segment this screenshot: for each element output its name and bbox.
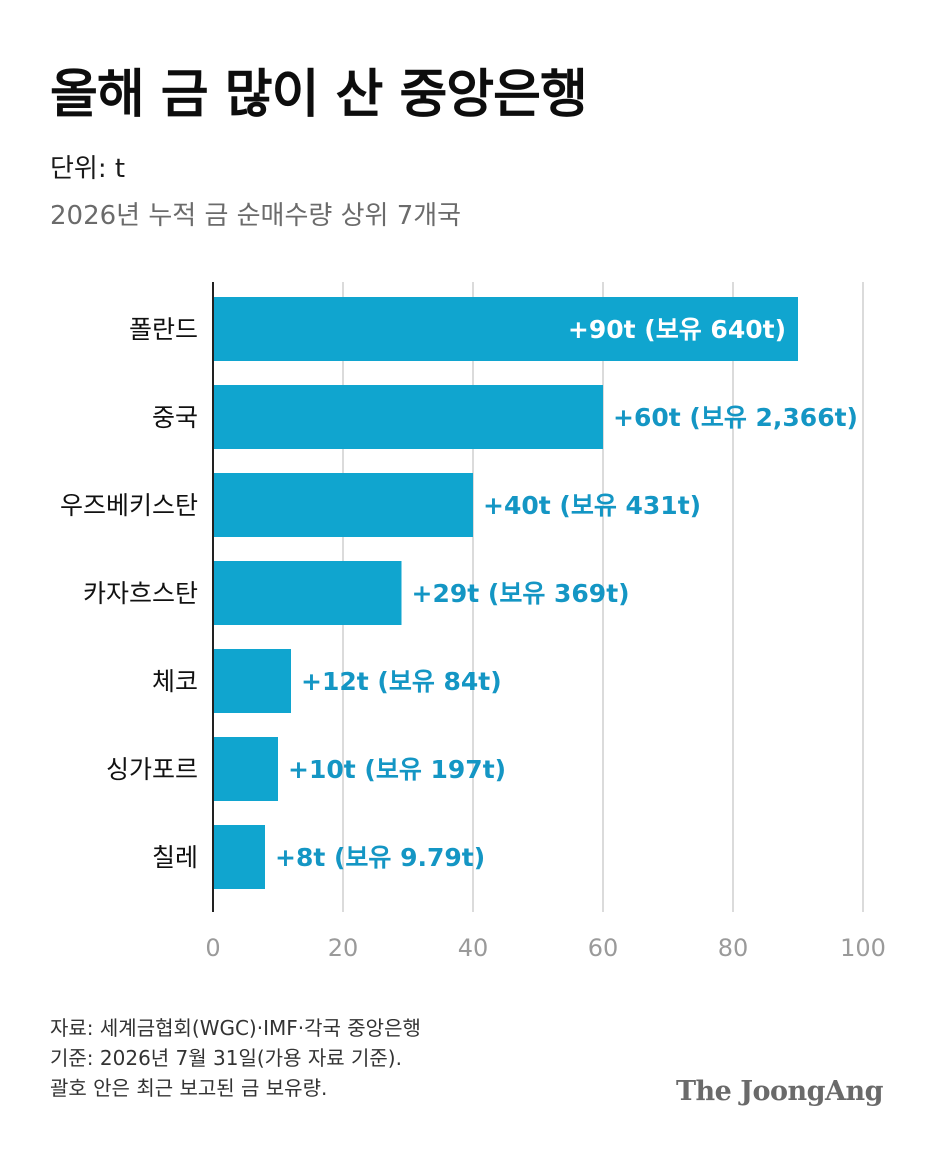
- parenthesis-note: 괄호 안은 최근 보고된 금 보유량.: [50, 1076, 328, 1100]
- footer-notes: 자료: 세계금협회(WGC)·IMF·각국 중앙은행 기준: 2026년 7월 …: [50, 1013, 421, 1103]
- category-label: 싱가포르: [106, 755, 198, 784]
- bar-5: [213, 737, 278, 801]
- bar-3: [213, 561, 402, 625]
- category-label: 우즈베키스탄: [60, 491, 198, 520]
- unit-label: 단위: t: [50, 154, 126, 184]
- publisher-logo: The JoongAng: [675, 1076, 884, 1107]
- data-label: +40t (보유 431t): [483, 491, 701, 520]
- bar-6: [213, 825, 265, 889]
- x-tick-label: 0: [205, 934, 220, 962]
- category-label: 중국: [152, 403, 198, 432]
- data-label: +12t (보유 84t): [301, 667, 502, 696]
- category-label: 카자흐스탄: [83, 579, 198, 608]
- category-label: 체코: [152, 667, 198, 696]
- date-note: 기준: 2026년 7월 31일(가용 자료 기준).: [50, 1046, 402, 1070]
- bar-4: [213, 649, 291, 713]
- x-tick-label: 80: [718, 934, 749, 962]
- category-label: 칠레: [152, 843, 198, 872]
- bar-2: [213, 473, 473, 537]
- chart-subtitle: 2026년 누적 금 순매수량 상위 7개국: [50, 201, 462, 231]
- x-tick-label: 100: [840, 934, 886, 962]
- source-note: 자료: 세계금협회(WGC)·IMF·각국 중앙은행: [50, 1016, 421, 1040]
- bar-0: [213, 297, 798, 361]
- data-label: +10t (보유 197t): [288, 755, 506, 784]
- x-tick-label: 20: [328, 934, 359, 962]
- data-label: +8t (보유 9.79t): [275, 843, 485, 872]
- chart-title: 올해 금 많이 산 중앙은행: [50, 65, 588, 125]
- x-tick-label: 60: [588, 934, 619, 962]
- category-label: 폴란드: [129, 315, 198, 344]
- bar-chart: 폴란드 +90t (보유 640t) 중국 +60t (보유 2,366t) 우즈베키스…: [60, 282, 886, 962]
- data-label: +90t (보유 640t): [568, 315, 786, 344]
- data-label: +29t (보유 369t): [412, 579, 630, 608]
- x-tick-label: 40: [458, 934, 489, 962]
- data-label: +60t (보유 2,366t): [613, 403, 858, 432]
- bar-1: [213, 385, 603, 449]
